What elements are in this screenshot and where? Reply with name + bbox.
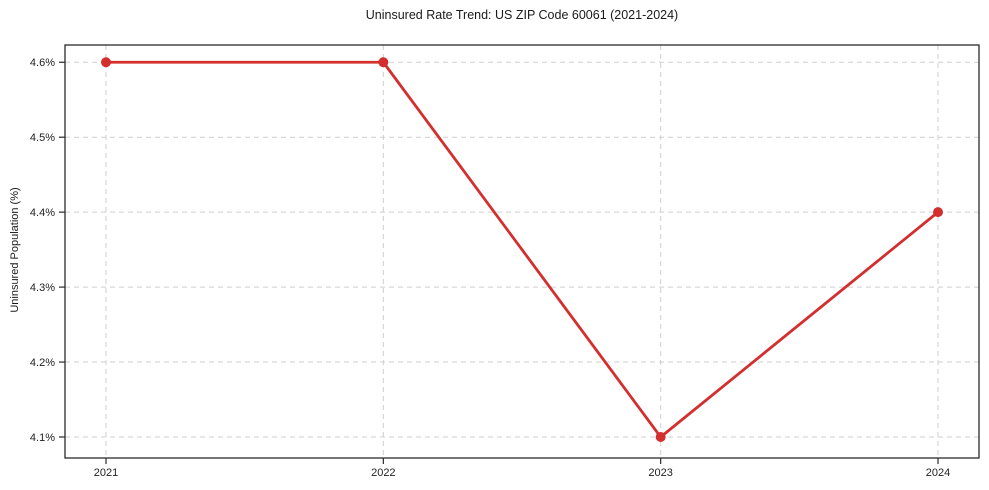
x-tick-label: 2024 — [926, 467, 950, 479]
y-tick-label: 4.3% — [30, 282, 55, 294]
y-tick-label: 4.5% — [30, 132, 55, 144]
y-tick-label: 4.1% — [30, 432, 55, 444]
x-tick-label: 2023 — [648, 467, 672, 479]
y-tick-label: 4.6% — [30, 57, 55, 69]
chart-title: Uninsured Rate Trend: US ZIP Code 60061 … — [365, 8, 679, 22]
data-point-marker — [933, 207, 943, 218]
x-tick-label: 2021 — [94, 467, 118, 479]
data-point-marker — [101, 57, 111, 68]
trend-line — [104, 60, 940, 439]
y-tick-label: 4.4% — [30, 207, 55, 219]
plot-border — [64, 44, 980, 459]
data-point-marker — [655, 432, 666, 443]
y-tick-label: 4.2% — [30, 357, 55, 369]
data-point-marker — [378, 57, 389, 68]
x-tick-label: 2022 — [371, 467, 395, 479]
